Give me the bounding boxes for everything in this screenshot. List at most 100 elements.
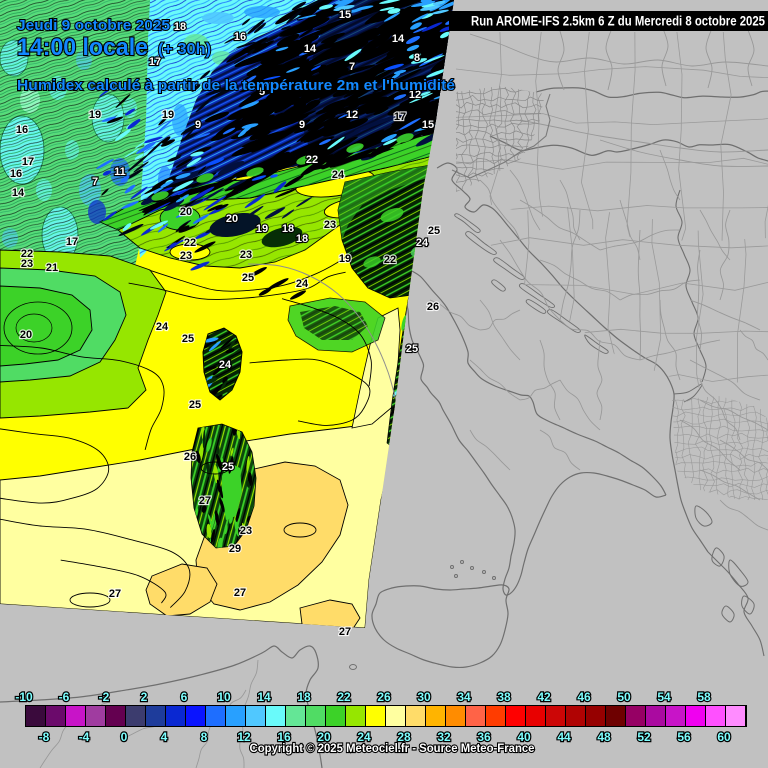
svg-text:17: 17 xyxy=(22,156,34,168)
svg-text:23: 23 xyxy=(240,525,252,537)
svg-text:18: 18 xyxy=(282,223,294,235)
svg-text:21: 21 xyxy=(46,262,58,274)
svg-text:17: 17 xyxy=(394,111,406,123)
svg-text:18: 18 xyxy=(297,690,311,704)
svg-text:30: 30 xyxy=(417,690,431,704)
svg-text:24: 24 xyxy=(357,730,371,744)
svg-text:16: 16 xyxy=(10,168,22,180)
svg-text:48: 48 xyxy=(597,730,611,744)
svg-text:54: 54 xyxy=(657,690,671,704)
svg-text:Copyright © 2025 Meteociel.fr: Copyright © 2025 Meteociel.fr - Source M… xyxy=(250,741,535,755)
svg-text:46: 46 xyxy=(577,690,591,704)
svg-text:20: 20 xyxy=(20,329,32,341)
svg-text:19: 19 xyxy=(162,109,174,121)
svg-text:38: 38 xyxy=(497,690,511,704)
svg-text:7: 7 xyxy=(349,61,355,73)
svg-text:27: 27 xyxy=(339,626,351,638)
svg-text:22: 22 xyxy=(337,690,351,704)
svg-text:25: 25 xyxy=(189,399,201,411)
svg-text:16: 16 xyxy=(277,730,291,744)
svg-text:-2: -2 xyxy=(99,690,110,704)
svg-text:23: 23 xyxy=(324,219,336,231)
svg-text:19: 19 xyxy=(339,253,351,265)
svg-text:40: 40 xyxy=(517,730,531,744)
svg-text:22: 22 xyxy=(21,248,33,260)
svg-text:24: 24 xyxy=(416,237,429,249)
svg-text:6: 6 xyxy=(181,690,188,704)
svg-text:12: 12 xyxy=(409,89,421,101)
svg-text:20: 20 xyxy=(317,730,331,744)
svg-text:18: 18 xyxy=(174,21,186,33)
svg-text:24: 24 xyxy=(332,169,345,181)
svg-text:12: 12 xyxy=(237,730,251,744)
svg-text:22: 22 xyxy=(384,254,396,266)
svg-text:9: 9 xyxy=(299,119,305,131)
svg-text:-10: -10 xyxy=(15,690,33,704)
svg-text:15: 15 xyxy=(422,119,434,131)
svg-text:-6: -6 xyxy=(59,690,70,704)
svg-text:52: 52 xyxy=(637,730,651,744)
svg-text:0: 0 xyxy=(121,730,128,744)
svg-text:23: 23 xyxy=(240,249,252,261)
svg-text:23: 23 xyxy=(21,258,33,270)
svg-text:2: 2 xyxy=(141,690,148,704)
svg-text:50: 50 xyxy=(617,690,631,704)
svg-text:27: 27 xyxy=(234,587,246,599)
svg-text:19: 19 xyxy=(256,223,268,235)
svg-text:8: 8 xyxy=(201,730,208,744)
svg-text:14: 14 xyxy=(304,43,317,55)
svg-text:42: 42 xyxy=(537,690,551,704)
svg-text:8: 8 xyxy=(414,52,420,64)
svg-text:Run AROME-IFS 2.5km 6 Z du Mer: Run AROME-IFS 2.5km 6 Z du Mercredi 8 oc… xyxy=(471,14,765,29)
svg-text:Humidex calculé à partir de la: Humidex calculé à partir de la températu… xyxy=(17,77,455,94)
svg-text:25: 25 xyxy=(242,272,254,284)
svg-text:28: 28 xyxy=(397,730,411,744)
svg-text:17: 17 xyxy=(66,236,78,248)
svg-text:11: 11 xyxy=(114,166,126,178)
svg-text:27: 27 xyxy=(109,588,121,600)
svg-text:16: 16 xyxy=(234,31,246,43)
svg-text:14: 14 xyxy=(392,33,405,45)
svg-text:24: 24 xyxy=(156,321,169,333)
svg-text:10: 10 xyxy=(217,690,231,704)
svg-text:36: 36 xyxy=(477,730,491,744)
svg-text:17: 17 xyxy=(149,56,161,68)
svg-text:16: 16 xyxy=(16,124,28,136)
svg-text:20: 20 xyxy=(226,213,238,225)
svg-text:24: 24 xyxy=(296,278,309,290)
svg-text:27: 27 xyxy=(199,495,211,507)
svg-text:19: 19 xyxy=(89,109,101,121)
svg-text:20: 20 xyxy=(180,206,192,218)
svg-text:34: 34 xyxy=(457,690,471,704)
svg-text:32: 32 xyxy=(437,730,451,744)
svg-text:4: 4 xyxy=(161,730,168,744)
svg-text:22: 22 xyxy=(306,154,318,166)
svg-text:(+ 30h): (+ 30h) xyxy=(158,41,211,58)
svg-text:14: 14 xyxy=(257,690,271,704)
svg-text:25: 25 xyxy=(222,461,234,473)
svg-text:25: 25 xyxy=(182,333,194,345)
svg-text:22: 22 xyxy=(184,237,196,249)
svg-text:25: 25 xyxy=(428,225,440,237)
svg-text:25: 25 xyxy=(406,343,418,355)
svg-text:18: 18 xyxy=(296,233,308,245)
svg-text:26: 26 xyxy=(377,690,391,704)
svg-text:9: 9 xyxy=(195,119,201,131)
svg-text:15: 15 xyxy=(339,9,351,21)
svg-text:5: 5 xyxy=(259,86,265,98)
svg-text:14:00 locale: 14:00 locale xyxy=(17,34,148,61)
svg-text:-4: -4 xyxy=(79,730,90,744)
svg-text:56: 56 xyxy=(677,730,691,744)
svg-text:58: 58 xyxy=(697,690,711,704)
svg-text:23: 23 xyxy=(180,250,192,262)
svg-text:60: 60 xyxy=(717,730,731,744)
svg-text:44: 44 xyxy=(557,730,571,744)
svg-text:24: 24 xyxy=(219,359,232,371)
svg-text:12: 12 xyxy=(346,109,358,121)
svg-text:29: 29 xyxy=(229,543,241,555)
svg-text:Jeudi 9 octobre 2025: Jeudi 9 octobre 2025 xyxy=(17,17,170,34)
svg-text:26: 26 xyxy=(184,451,196,463)
svg-text:26: 26 xyxy=(427,301,439,313)
svg-text:7: 7 xyxy=(92,176,98,188)
svg-text:-8: -8 xyxy=(39,730,50,744)
